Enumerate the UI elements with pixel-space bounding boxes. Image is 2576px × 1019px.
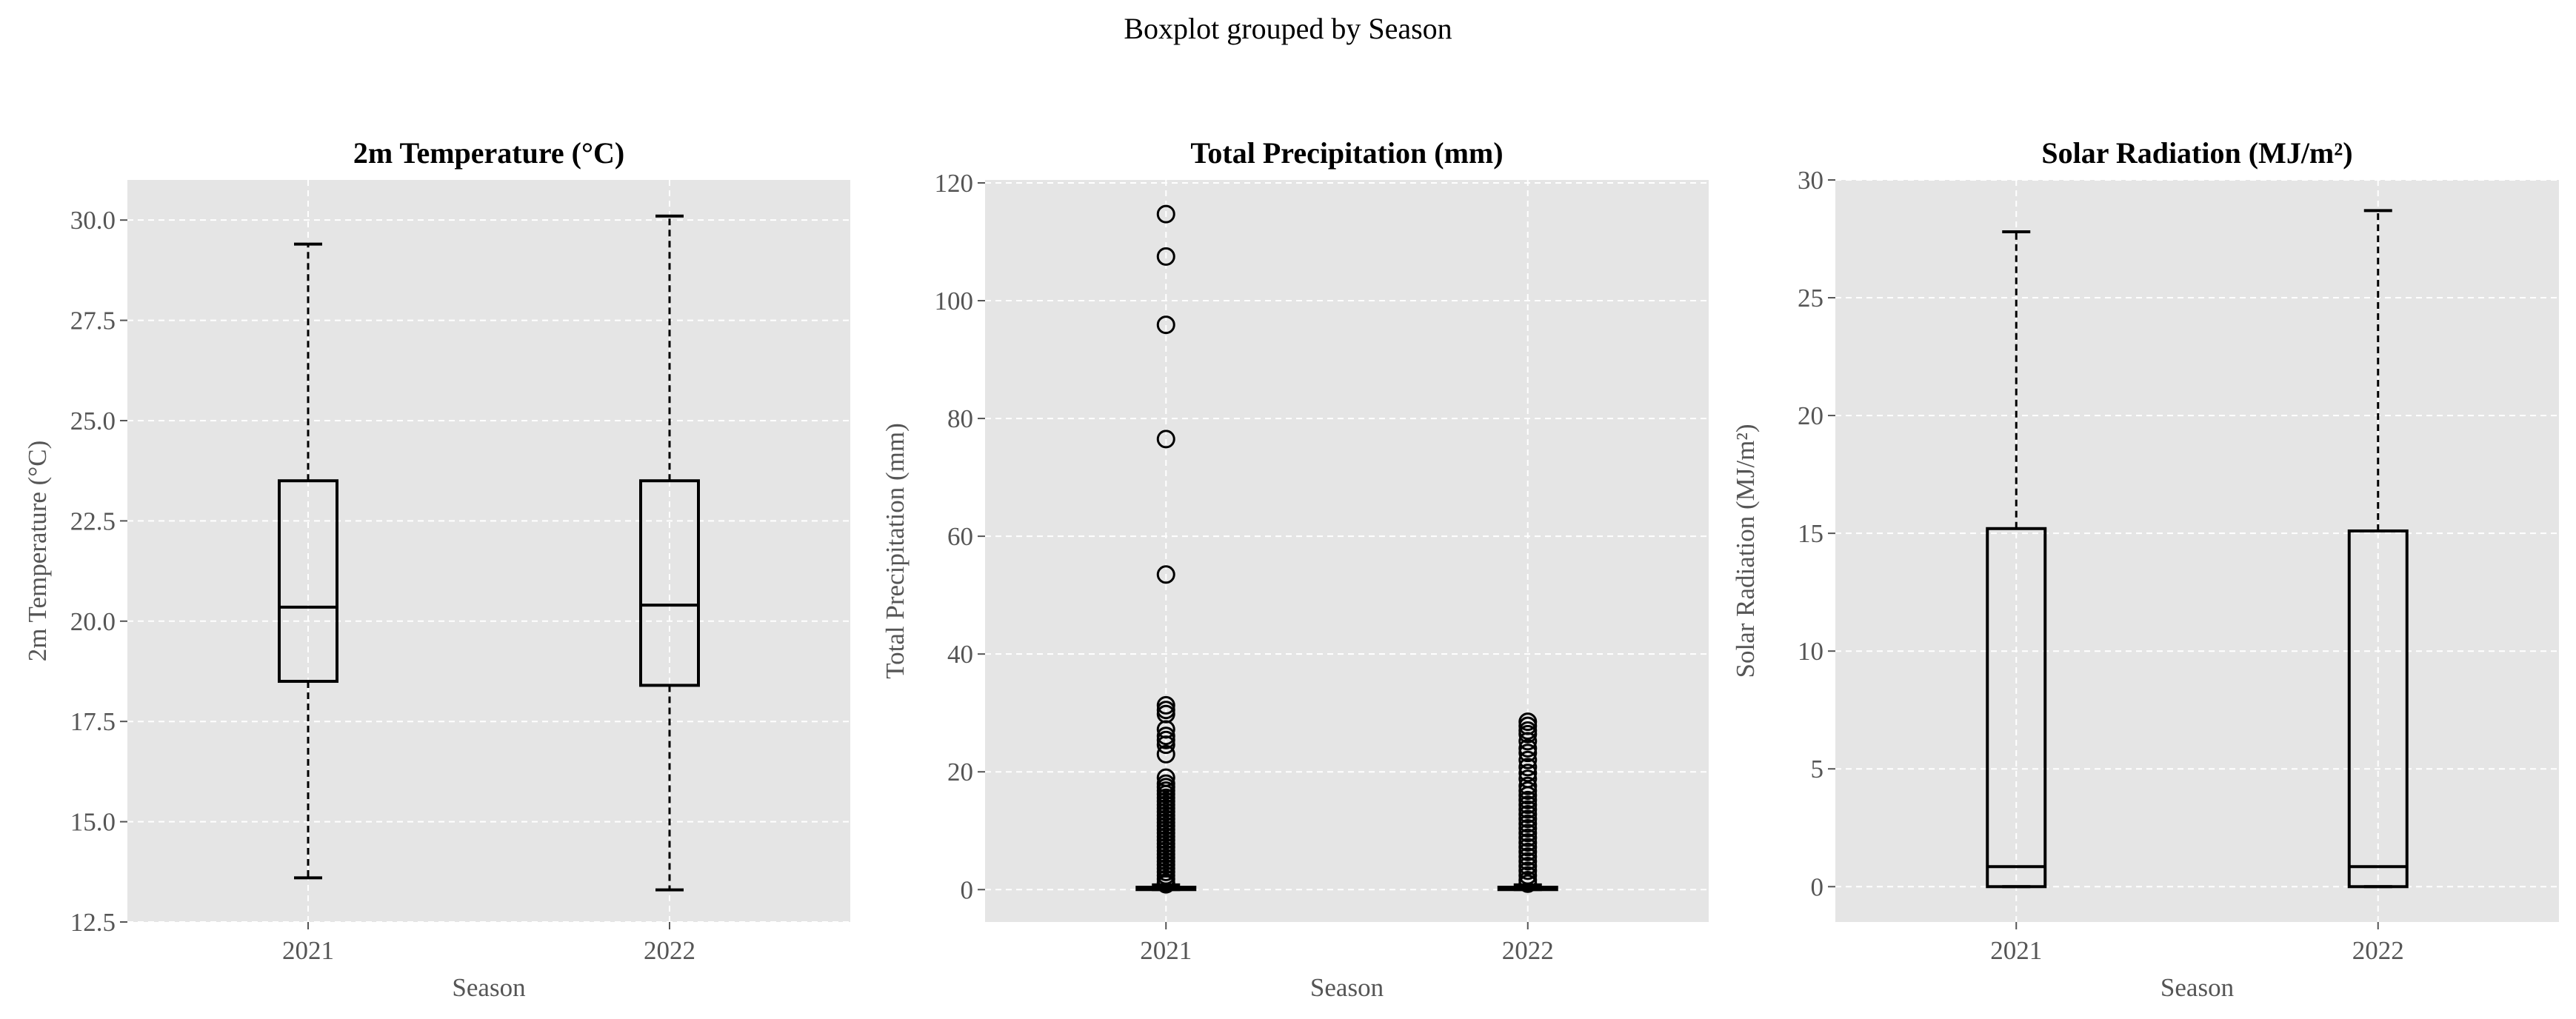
y-tick-label: 60 xyxy=(947,522,973,551)
outlier-point xyxy=(1518,724,1538,744)
outlier-point xyxy=(1518,838,1538,857)
outlier-point xyxy=(1156,315,1175,335)
x-tick-label: 2021 xyxy=(1140,936,1192,965)
y-tick-label: 80 xyxy=(947,404,973,433)
x-axis-label: Season xyxy=(1310,973,1384,1002)
x-tick-label: 2021 xyxy=(282,936,334,965)
y-tick-label: 10 xyxy=(1798,637,1823,666)
y-tick-label: 0 xyxy=(1811,872,1824,901)
outlier-point xyxy=(1156,735,1175,755)
x-tick-label: 2022 xyxy=(644,936,695,965)
outlier-point xyxy=(1156,730,1175,749)
y-tick-label: 30.0 xyxy=(70,206,116,235)
y-tick-label: 100 xyxy=(935,287,974,315)
outlier-point xyxy=(1156,247,1175,266)
outlier-point xyxy=(1156,565,1175,584)
outlier-point xyxy=(1518,814,1538,833)
x-axis-label: Season xyxy=(452,973,525,1002)
y-tick-label: 17.5 xyxy=(70,707,116,736)
outlier-point xyxy=(1518,866,1538,885)
panel-background xyxy=(127,180,850,922)
y-tick-label: 12.5 xyxy=(70,908,116,937)
y-tick-label: 0 xyxy=(961,875,974,904)
outlier-point xyxy=(1156,744,1175,764)
box-iqr xyxy=(1986,527,2047,889)
outlier-point xyxy=(1518,874,1538,893)
outlier-point xyxy=(1518,786,1538,805)
outlier-point xyxy=(1518,842,1538,861)
x-axis-label: Season xyxy=(2160,973,2234,1002)
outlier-point xyxy=(1518,819,1538,838)
outlier-point xyxy=(1518,744,1538,763)
x-tick-label: 2021 xyxy=(1990,936,2042,965)
panel-background xyxy=(985,180,1709,922)
figure-title: Boxplot grouped by Season xyxy=(1124,12,1452,45)
box-iqr xyxy=(278,479,338,684)
y-tick-label: 20 xyxy=(947,758,973,786)
outlier-point xyxy=(1518,732,1538,751)
y-tick-label: 22.5 xyxy=(70,507,116,535)
panel-title: Total Precipitation (mm) xyxy=(1190,136,1503,170)
box-iqr xyxy=(639,479,700,687)
panel-title: 2m Temperature (°C) xyxy=(353,136,624,170)
outlier-point xyxy=(1518,809,1538,829)
panel-background xyxy=(1835,180,2559,922)
y-tick-label: 15.0 xyxy=(70,808,116,837)
outlier-point xyxy=(1518,828,1538,847)
outlier-point xyxy=(1518,750,1538,769)
y-tick-label: 40 xyxy=(947,640,973,669)
y-axis-label: Total Precipitation (mm) xyxy=(881,423,910,679)
outlier-point xyxy=(1156,430,1175,449)
box-iqr xyxy=(2347,529,2409,889)
y-tick-label: 5 xyxy=(1811,755,1824,784)
outlier-point xyxy=(1518,847,1538,866)
outlier-point xyxy=(1518,790,1538,809)
outlier-point xyxy=(1156,875,1175,894)
y-tick-label: 25.0 xyxy=(70,407,116,435)
y-tick-label: 30 xyxy=(1798,166,1823,195)
y-tick-label: 25 xyxy=(1798,284,1823,313)
outlier-point xyxy=(1518,781,1538,801)
x-tick-label: 2022 xyxy=(1502,936,1554,965)
outlier-point xyxy=(1518,795,1538,815)
y-tick-label: 20.0 xyxy=(70,607,116,636)
y-tick-label: 27.5 xyxy=(70,307,116,335)
y-tick-label: 20 xyxy=(1798,401,1823,430)
outlier-point xyxy=(1518,758,1538,777)
outlier-point xyxy=(1518,804,1538,823)
x-tick-label: 2022 xyxy=(2352,936,2404,965)
y-axis-label: Solar Radiation (MJ/m²) xyxy=(1731,424,1760,678)
y-axis-label: 2m Temperature (°C) xyxy=(23,441,52,662)
outlier-point xyxy=(1518,738,1538,758)
panel-title: Solar Radiation (MJ/m²) xyxy=(2041,136,2352,170)
y-tick-label: 15 xyxy=(1798,519,1823,548)
outlier-point xyxy=(1518,823,1538,843)
outlier-point xyxy=(1156,695,1175,715)
outlier-point xyxy=(1518,852,1538,871)
outlier-point xyxy=(1518,776,1538,795)
outlier-point xyxy=(1518,856,1538,875)
outlier-point xyxy=(1518,764,1538,783)
outlier-point xyxy=(1156,204,1175,224)
outlier-point xyxy=(1518,833,1538,852)
outlier-point xyxy=(1518,800,1538,819)
y-tick-label: 120 xyxy=(935,169,974,198)
outlier-point xyxy=(1518,861,1538,881)
